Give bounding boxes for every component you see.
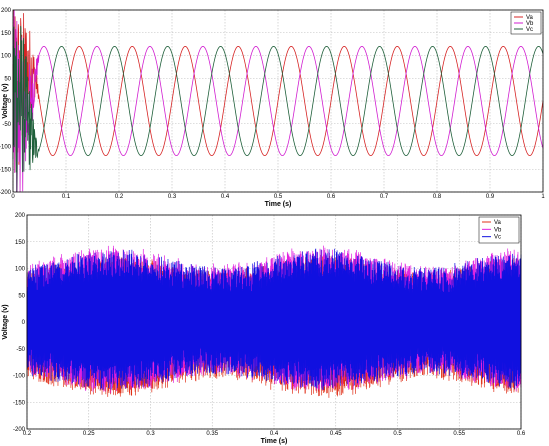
x-tick-label: 0.45 bbox=[330, 431, 342, 437]
y-tick-label: -150 bbox=[13, 400, 26, 406]
y-axis-label: Voltage (v) bbox=[2, 304, 9, 339]
y-tick-label: 50 bbox=[4, 76, 11, 82]
legend-label: Vc bbox=[526, 27, 533, 33]
series-line-vc bbox=[12, 25, 544, 192]
x-tick-label: 0.4 bbox=[221, 194, 230, 200]
y-tick-label: 150 bbox=[1, 31, 12, 37]
x-tick-label: 0.6 bbox=[517, 431, 526, 437]
series-line-vb bbox=[12, 9, 544, 193]
x-tick-label: 0.5 bbox=[274, 194, 283, 200]
legend-label: Vc bbox=[494, 235, 501, 241]
x-tick-label: 0.1 bbox=[62, 194, 71, 200]
x-tick-label: 0.35 bbox=[206, 431, 218, 437]
x-tick-label: 0 bbox=[11, 194, 15, 200]
x-tick-label: 0.7 bbox=[380, 194, 389, 200]
legend-box bbox=[478, 216, 520, 244]
x-tick-label: 1 bbox=[541, 194, 545, 200]
series-line-vc bbox=[26, 248, 522, 391]
x-tick-label: 0.9 bbox=[486, 194, 495, 200]
x-tick-label: 0.3 bbox=[168, 194, 177, 200]
y-tick-label: -200 bbox=[0, 190, 12, 196]
y-tick-label: -50 bbox=[2, 122, 11, 128]
chart-voltage-zoomed: 0.2 0.25 0.3 0.35 0.4 0.45 0.5 0.55 0.6 200 150 100… bbox=[2, 213, 526, 445]
x-tick-label: 0.3 bbox=[146, 431, 155, 437]
x-tick-label: 0.25 bbox=[83, 431, 95, 437]
x-tick-label: 0.5 bbox=[393, 431, 402, 437]
x-axis-label: Time (s) bbox=[261, 438, 288, 445]
x-axis-label: Time (s) bbox=[265, 201, 292, 208]
legend-label: Vb bbox=[526, 21, 534, 27]
chart-voltage-full-range: 0 0.1 0.2 0.3 0.4 0.5 0.6 0.7 0.8 0.9 1 200 150 100 50… bbox=[0, 8, 545, 208]
y-tick-label: -100 bbox=[13, 374, 26, 380]
y-tick-label: -200 bbox=[13, 427, 26, 433]
y-tick-label: -100 bbox=[0, 145, 12, 151]
legend-label: Vb bbox=[494, 227, 502, 233]
x-tick-label: 0.2 bbox=[23, 431, 32, 437]
x-tick-label: 0.2 bbox=[115, 194, 124, 200]
y-tick-label: 200 bbox=[15, 213, 26, 219]
plot-border bbox=[26, 214, 522, 430]
y-tick-label: -150 bbox=[0, 167, 12, 173]
y-tick-label: 200 bbox=[1, 8, 12, 14]
x-tick-label: 0.55 bbox=[453, 431, 465, 437]
y-tick-label: 150 bbox=[15, 240, 26, 246]
x-tick-label: 0.4 bbox=[270, 431, 279, 437]
x-tick-label: 0.8 bbox=[433, 194, 442, 200]
legend-label: Va bbox=[494, 220, 502, 226]
series-line-va bbox=[12, 9, 544, 173]
y-tick-label: 0 bbox=[22, 320, 26, 326]
y-tick-label: 100 bbox=[1, 54, 12, 60]
y-tick-label: 100 bbox=[15, 267, 26, 273]
legend-label: Va bbox=[526, 15, 534, 21]
x-tick-label: 0.6 bbox=[327, 194, 336, 200]
y-axis-label: Voltage (v) bbox=[2, 83, 9, 118]
y-tick-label: 50 bbox=[18, 293, 25, 299]
plot-border bbox=[12, 9, 544, 193]
y-tick-label: 0 bbox=[8, 99, 12, 105]
y-tick-label: -50 bbox=[16, 347, 25, 353]
